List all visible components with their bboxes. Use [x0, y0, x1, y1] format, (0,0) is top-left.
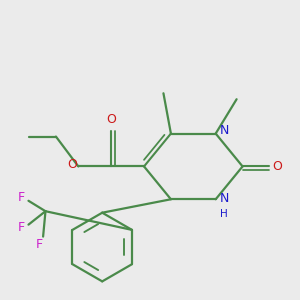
- Text: O: O: [272, 160, 282, 173]
- Text: F: F: [17, 191, 25, 204]
- Text: O: O: [67, 158, 77, 171]
- Text: N: N: [220, 124, 230, 137]
- Text: O: O: [106, 113, 116, 126]
- Text: N: N: [220, 192, 230, 205]
- Text: F: F: [17, 221, 25, 234]
- Text: F: F: [36, 238, 43, 250]
- Text: H: H: [220, 208, 228, 219]
